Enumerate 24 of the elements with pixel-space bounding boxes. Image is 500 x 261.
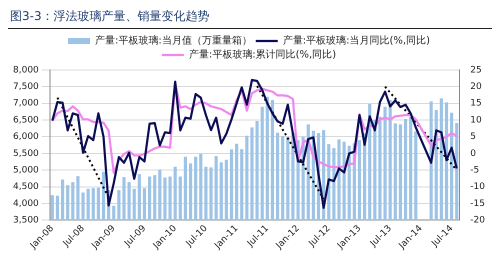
y2-tick-label: 10 [470, 115, 482, 126]
y-tick-label: 5,500 [13, 148, 40, 159]
chart-title: 图3-3：浮法玻璃产量、销量变化趋势 [8, 8, 492, 29]
y-tick-label: 8,000 [13, 65, 40, 76]
y-tick-label: 6,500 [13, 115, 40, 126]
y-tick-label: 6,000 [13, 132, 40, 142]
legend-label: 产量:平板玻璃:当月同比(%,同比) [282, 34, 430, 47]
y-tick-label: 7,500 [13, 82, 40, 92]
y2-tick-label: -10 [470, 182, 486, 192]
y2-tick-label: 5 [470, 132, 476, 142]
y2-tick-label: -15 [470, 198, 486, 209]
legend-label: 产量:平板玻璃:当月值（万重量箱） [95, 34, 252, 47]
y2-tick-label: -5 [470, 165, 480, 176]
y-tick-label: 4,500 [13, 182, 40, 192]
y-tick-label: 4,000 [13, 198, 40, 209]
y-tick-label: 5,000 [13, 165, 40, 176]
y-tick-label: 7,000 [13, 98, 40, 109]
y2-tick-label: 15 [470, 98, 482, 109]
legend-label: 产量:平板玻璃:累计同比(%,同比) [188, 48, 336, 61]
y-tick-label: 3,500 [13, 216, 40, 226]
y2-tick-label: 20 [470, 82, 482, 92]
y2-tick-label: 25 [470, 65, 482, 76]
y2-tick-label: 0 [470, 148, 476, 159]
y2-tick-label: -20 [470, 216, 486, 226]
